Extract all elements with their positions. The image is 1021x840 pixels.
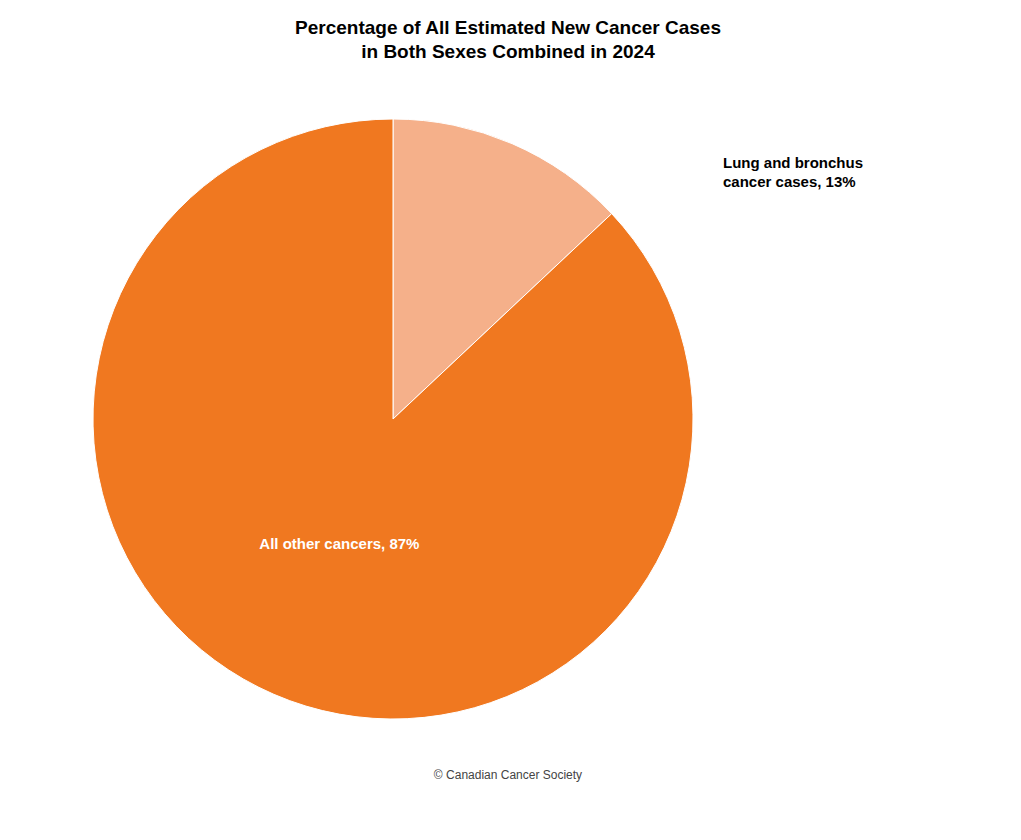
html-text:© Canadian Cancer Society: © Canadian Cancer Society xyxy=(433,768,583,782)
html-text:Percentage of All Estimated Ne: Percentage of All Estimated New Cancer C… xyxy=(295,17,721,38)
svg-text:All other cancers, 87%: All other cancers, 87% xyxy=(259,534,419,551)
html-text:in Both Sexes Combined in 2024: in Both Sexes Combined in 2024 xyxy=(361,41,655,62)
svg-text:Lung and bronchuscancer cases,: Lung and bronchuscancer cases, 13% xyxy=(723,153,863,189)
